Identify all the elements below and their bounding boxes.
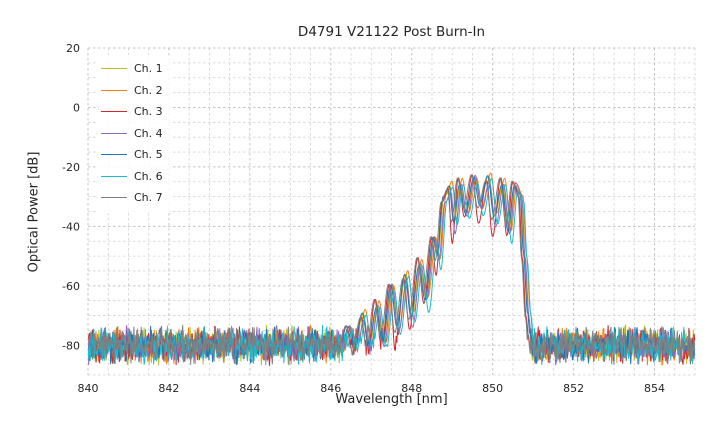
legend-label: Ch. 2	[134, 83, 163, 97]
legend-item: Ch. 1	[101, 58, 163, 80]
x-tick-label: 846	[320, 382, 341, 395]
y-tick-label: -60	[62, 280, 80, 293]
legend-line-swatch	[101, 89, 127, 91]
x-tick-label: 848	[401, 382, 422, 395]
y-tick-label: -80	[62, 339, 80, 352]
legend-label: Ch. 4	[134, 126, 163, 140]
legend-item: Ch. 3	[101, 101, 163, 123]
legend-label: Ch. 6	[134, 169, 163, 183]
legend-line-swatch	[101, 197, 127, 199]
y-tick-label: -20	[62, 161, 80, 174]
legend-item: Ch. 7	[101, 187, 163, 209]
legend-item: Ch. 6	[101, 166, 163, 188]
legend-line-swatch	[101, 175, 127, 177]
series-line	[88, 174, 695, 365]
legend-label: Ch. 7	[134, 191, 163, 205]
legend-label: Ch. 3	[134, 105, 163, 119]
x-tick-label: 852	[563, 382, 584, 395]
legend-item: Ch. 4	[101, 123, 163, 145]
legend-line-swatch	[101, 154, 127, 156]
chart-title: D4791 V21122 Post Burn-In	[297, 24, 486, 40]
legend-line-swatch	[101, 68, 127, 70]
legend-label: Ch. 5	[134, 148, 163, 162]
legend-line-swatch	[101, 132, 127, 134]
x-tick-label: 844	[239, 382, 260, 395]
y-tick-label: 20	[66, 42, 80, 55]
x-axis-label: Wavelength [nm]	[335, 392, 448, 407]
y-tick-label: 0	[73, 101, 80, 114]
legend: Ch. 1 Ch. 2 Ch. 3 Ch. 4 Ch. 5 Ch. 6 Ch. 7	[96, 55, 171, 212]
x-tick-label: 840	[78, 382, 99, 395]
x-tick-label: 842	[158, 382, 179, 395]
y-tick-label: -40	[62, 220, 80, 233]
legend-label: Ch. 1	[134, 62, 163, 76]
x-tick-label: 850	[482, 382, 503, 395]
legend-item: Ch. 2	[101, 80, 163, 102]
legend-item: Ch. 5	[101, 144, 163, 166]
legend-line-swatch	[101, 111, 127, 113]
y-axis-label: Optical Power [dB]	[26, 151, 42, 273]
x-tick-label: 854	[644, 382, 665, 395]
